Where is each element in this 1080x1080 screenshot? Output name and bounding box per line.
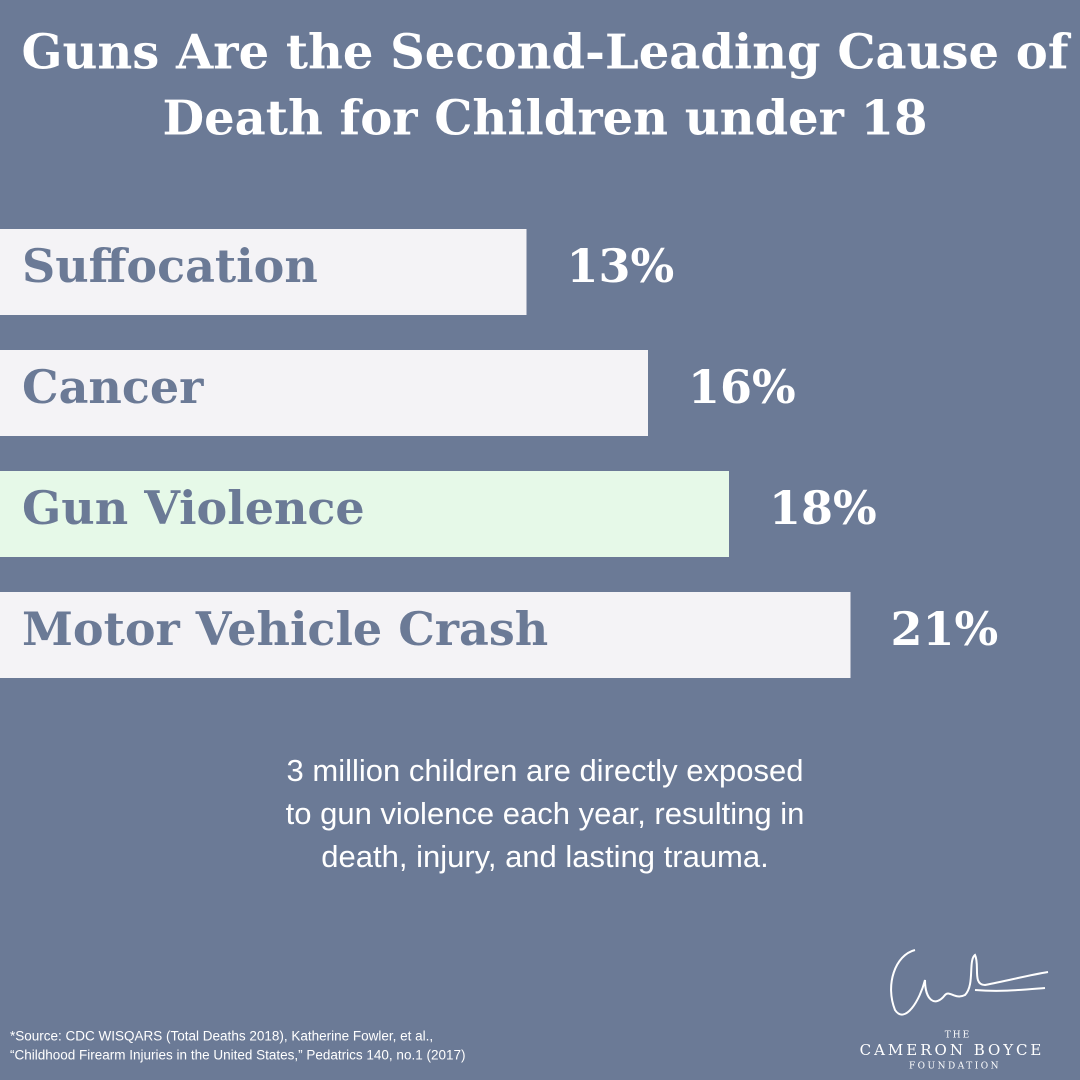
source-note: *Source: CDC WISQARS (Total Deaths 2018)… xyxy=(10,1029,433,1044)
category-label: Motor Vehicle Crash xyxy=(22,602,548,656)
category-label: Cancer xyxy=(22,360,204,414)
value-label: 21% xyxy=(891,602,999,656)
value-label: 18% xyxy=(769,481,877,535)
value-label: 13% xyxy=(567,239,675,293)
chart-title: Death for Children under 18 xyxy=(163,91,928,147)
logo-text: FOUNDATION xyxy=(909,1062,1001,1072)
category-label: Suffocation xyxy=(22,239,318,293)
bars: Suffocation 13% Cancer 16% Gun Violence 18% Mo… xyxy=(0,229,998,678)
logo-text: CAMERON BOYCE xyxy=(860,1041,1045,1059)
bar xyxy=(0,350,648,436)
value-label: 16% xyxy=(688,360,796,414)
category-label: Gun Violence xyxy=(22,481,365,535)
source-note: “Childhood Firearm Injuries in the Unite… xyxy=(10,1048,465,1063)
bar xyxy=(0,229,527,315)
logo-signature xyxy=(890,949,1049,1016)
bar xyxy=(0,471,729,557)
annotation: to gun violence each year, resulting in xyxy=(286,796,805,831)
chart-title: Guns Are the Second-Leading Cause of xyxy=(22,25,1072,81)
annotation: death, injury, and lasting trauma. xyxy=(321,839,768,874)
bar xyxy=(0,592,851,678)
annotation: 3 million children are directly exposed xyxy=(287,753,804,788)
logo-text: THE xyxy=(945,1031,971,1041)
